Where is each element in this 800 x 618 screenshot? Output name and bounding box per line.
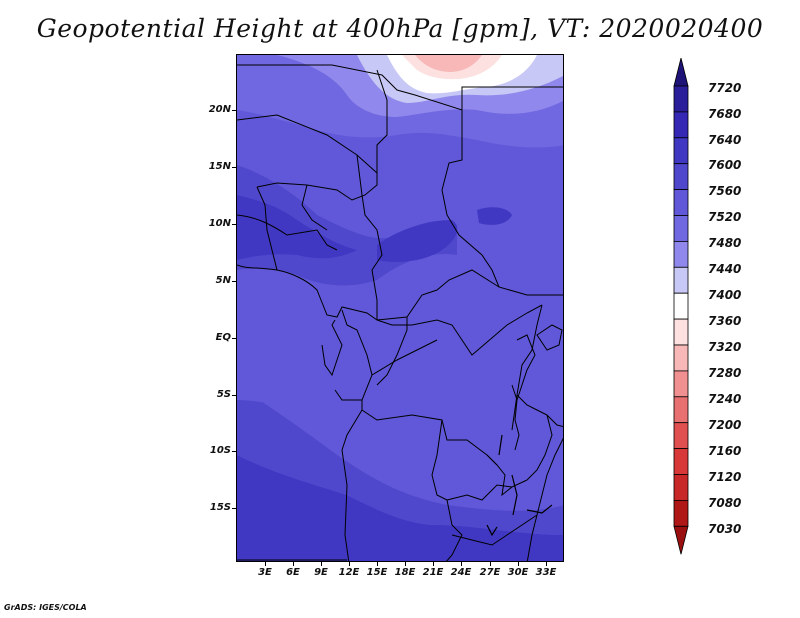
lon-tick [518, 562, 519, 566]
colorbar-box [673, 240, 689, 268]
country-borders [237, 64, 563, 561]
colorbar-box [673, 111, 689, 139]
colorbar-box [673, 292, 689, 320]
height-fill-east-blob [477, 207, 512, 225]
lon-tick [321, 562, 322, 566]
lat-tick [232, 451, 236, 452]
lat-tick [232, 224, 236, 225]
height-fill-central-blob [377, 220, 458, 262]
colorbar-box [673, 422, 689, 450]
colorbar-label: 7560 [708, 184, 742, 198]
grads-credit: GrADS: IGES/COLA [4, 603, 87, 612]
lon-tick-label: 9E [314, 567, 328, 578]
colorbar-label: 7200 [708, 418, 742, 432]
height-fill-west-deep2 [237, 195, 357, 260]
colorbar-label: 7080 [708, 496, 742, 510]
lat-tick-label: 10N [208, 218, 231, 229]
height-fill-south-deep [237, 455, 563, 561]
lon-tick-label: 24E [450, 567, 472, 578]
lat-tick [232, 167, 236, 168]
lon-tick-label: 3E [258, 567, 272, 578]
colorbar-label: 7520 [708, 210, 742, 224]
lat-tick [232, 338, 236, 339]
lon-tick [546, 562, 547, 566]
colorbar-box [673, 266, 689, 294]
colorbar-box [673, 318, 689, 346]
colorbar-box [673, 448, 689, 475]
colorbar-label: 7600 [708, 158, 742, 172]
lon-tick-label: 27E [479, 567, 501, 578]
lon-tick [433, 562, 434, 566]
colorbar-label: 7320 [708, 340, 742, 354]
colorbar-box [673, 370, 689, 398]
lon-tick-label: 6E [286, 567, 300, 578]
colorbar-bottom-triangle [673, 525, 689, 555]
height-fill-north-rose [415, 55, 482, 72]
lat-tick [232, 395, 236, 396]
colorbar-box [673, 137, 689, 165]
colorbar-box [673, 344, 689, 372]
lakes [486, 434, 553, 537]
colorbar-box [673, 215, 689, 242]
colorbar-label: 7720 [708, 81, 742, 95]
colorbar-top-triangle [673, 58, 689, 87]
lat-tick-label: EQ [215, 332, 231, 343]
lon-tick [349, 562, 350, 566]
colorbar-label: 7680 [708, 107, 742, 121]
colorbar-box [673, 499, 689, 527]
lat-tick-label: 15S [209, 502, 231, 513]
lon-tick [377, 562, 378, 566]
colorbar-label: 7360 [708, 314, 742, 328]
lon-tick [490, 562, 491, 566]
colorbar-label: 7400 [708, 288, 742, 302]
map-panel [236, 54, 564, 562]
lat-tick [232, 281, 236, 282]
lon-tick-label: 15E [366, 567, 388, 578]
colorbar-label: 7440 [708, 262, 742, 276]
colorbar-label: 7030 [708, 522, 742, 536]
lon-tick-label: 12E [338, 567, 360, 578]
lat-tick [232, 110, 236, 111]
lon-tick [265, 562, 266, 566]
colorbar-box [673, 474, 689, 501]
lon-tick-label: 33E [535, 567, 557, 578]
map-svg [237, 55, 563, 561]
colorbar-label: 7280 [708, 366, 742, 380]
lon-tick [293, 562, 294, 566]
lon-tick-label: 30E [507, 567, 529, 578]
lon-tick-label: 21E [422, 567, 444, 578]
colorbar-label: 7160 [708, 444, 742, 458]
colorbar-label: 7240 [708, 392, 742, 406]
colorbar-box [673, 163, 689, 190]
colorbar-label: 7120 [708, 470, 742, 484]
colorbar-box [673, 85, 689, 113]
colorbar-box [673, 396, 689, 424]
lat-tick-label: 10S [209, 445, 231, 456]
colorbar-box [673, 189, 689, 216]
colorbar-label: 7480 [708, 236, 742, 250]
colorbar-boxes [673, 58, 689, 555]
height-fill-west-light [237, 355, 347, 417]
lon-tick [405, 562, 406, 566]
lat-tick-label: 20N [208, 104, 231, 115]
lat-tick [232, 508, 236, 509]
lon-tick-label: 18E [394, 567, 416, 578]
lon-tick [461, 562, 462, 566]
colorbar-label: 7640 [708, 133, 742, 147]
chart-title: Geopotential Height at 400hPa [gpm], VT:… [36, 14, 764, 43]
colorbar [673, 58, 689, 555]
lat-tick-label: 5N [215, 275, 231, 286]
lat-tick-label: 15N [208, 161, 231, 172]
lat-tick-label: 5S [216, 389, 231, 400]
